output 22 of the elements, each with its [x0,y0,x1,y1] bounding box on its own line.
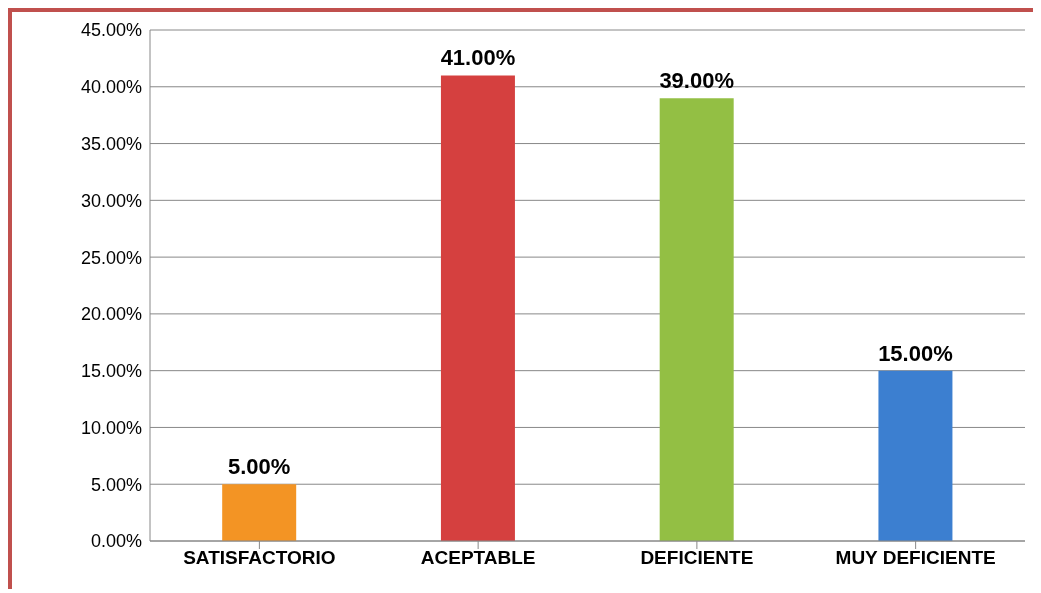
data-label: 15.00% [878,340,953,366]
y-tick-label: 15.00% [80,361,142,382]
x-tick-label: SATISFACTORIO [183,547,336,569]
y-tick-label: 20.00% [80,304,142,325]
data-label: 5.00% [227,454,291,480]
bar [222,484,297,541]
y-tick-label: 45.00% [80,20,142,41]
y-tick-label: 40.00% [80,77,142,98]
y-tick-label: 5.00% [90,474,142,495]
bar [440,75,515,541]
bar [878,370,953,541]
x-tick-label: ACEPTABLE [420,547,536,569]
y-tick-label: 35.00% [80,133,142,154]
x-tick-label: MUY DEFICIENTE [835,547,996,569]
bar [659,98,734,541]
data-label: 41.00% [440,45,516,71]
y-tick-label: 10.00% [80,417,142,438]
y-tick-label: 25.00% [80,247,142,268]
y-tick-label: 0.00% [90,531,142,552]
x-tick-label: DEFICIENTE [640,547,754,569]
y-tick-label: 30.00% [80,190,142,211]
data-label: 39.00% [659,68,734,94]
